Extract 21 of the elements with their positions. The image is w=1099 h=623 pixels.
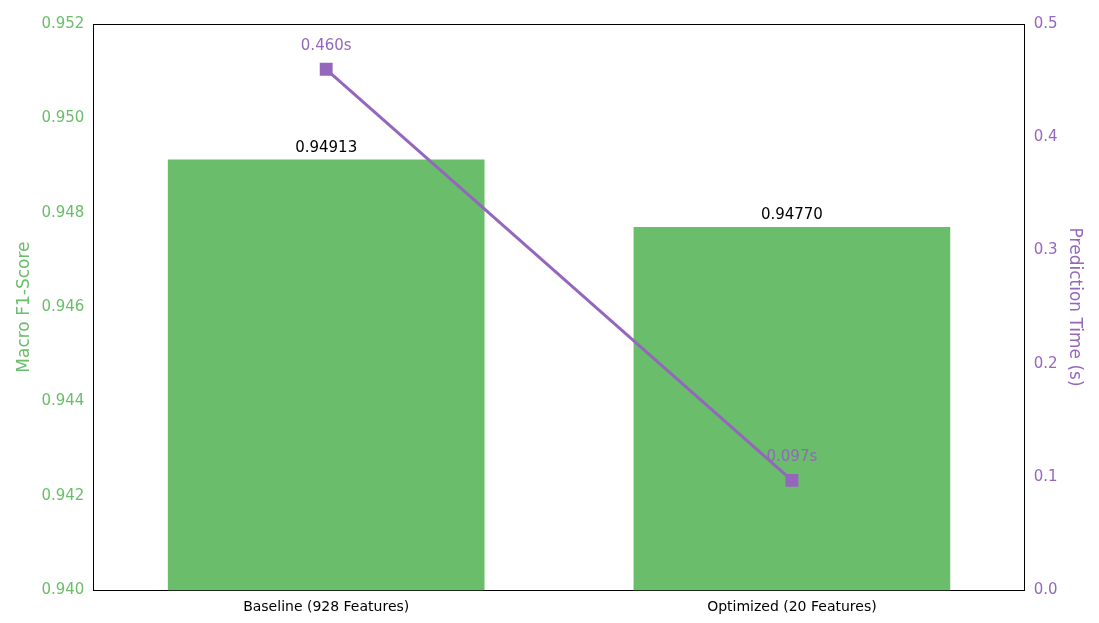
data-label: 0.460s (300, 35, 352, 54)
y2-tick-label: 0.1 (1033, 466, 1058, 485)
x-tick-label: Optimized (20 Features) (707, 598, 877, 615)
data-label: 0.94913 (295, 137, 358, 156)
data-label: 0.097s (766, 446, 818, 465)
x-tick-label: Baseline (928 Features) (243, 598, 410, 615)
y-tick-label: 0.944 (41, 391, 85, 410)
y-tick-label: 0.942 (41, 485, 85, 504)
y-tick-label: 0.950 (41, 108, 85, 127)
y2-axis-title: Prediction Time (s) (1066, 227, 1087, 387)
y2-tick-label: 0.4 (1033, 127, 1058, 146)
y2-tick-label: 0.5 (1033, 13, 1058, 32)
y-tick-label: 0.946 (41, 296, 85, 315)
y2-tick-label: 0.0 (1033, 580, 1058, 599)
y-tick-label: 0.940 (41, 580, 85, 599)
data-label: 0.94770 (760, 205, 823, 224)
y2-tick-label: 0.2 (1033, 353, 1058, 372)
y-tick-label: 0.948 (41, 202, 85, 221)
y2-tick-label: 0.3 (1033, 240, 1058, 259)
y-axis-title: Macro F1-Score (12, 241, 33, 373)
y-tick-label: 0.952 (41, 13, 85, 32)
